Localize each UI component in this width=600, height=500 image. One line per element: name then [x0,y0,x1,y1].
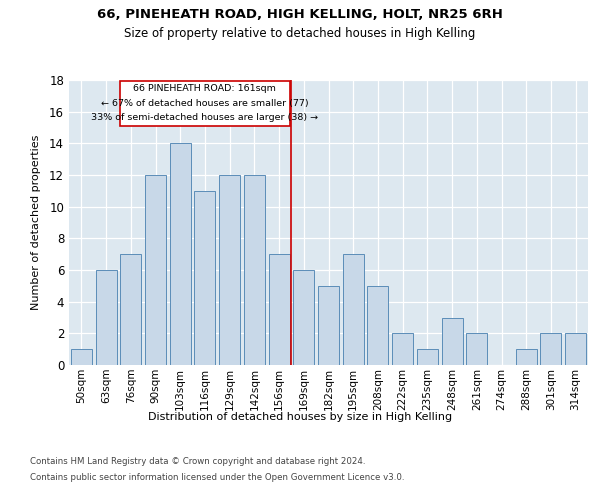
Bar [565,334,586,365]
Bar [293,270,314,365]
Text: Contains HM Land Registry data © Crown copyright and database right 2024.: Contains HM Land Registry data © Crown c… [30,458,365,466]
Bar [95,270,116,365]
Bar [219,175,240,365]
Text: Size of property relative to detached houses in High Kelling: Size of property relative to detached ho… [124,28,476,40]
Bar [343,254,364,365]
FancyBboxPatch shape [119,81,290,126]
Bar [516,349,537,365]
Bar [442,318,463,365]
Text: 66, PINEHEATH ROAD, HIGH KELLING, HOLT, NR25 6RH: 66, PINEHEATH ROAD, HIGH KELLING, HOLT, … [97,8,503,20]
Bar [145,175,166,365]
Bar [170,144,191,365]
Bar [466,334,487,365]
Bar [367,286,388,365]
Text: Contains public sector information licensed under the Open Government Licence v3: Contains public sector information licen… [30,472,404,482]
Bar [244,175,265,365]
Bar [120,254,141,365]
Bar [392,334,413,365]
Text: Distribution of detached houses by size in High Kelling: Distribution of detached houses by size … [148,412,452,422]
Text: 33% of semi-detached houses are larger (38) →: 33% of semi-detached houses are larger (… [91,114,319,122]
Bar [417,349,438,365]
Bar [541,334,562,365]
Y-axis label: Number of detached properties: Number of detached properties [31,135,41,310]
Bar [318,286,339,365]
Bar [194,191,215,365]
Bar [71,349,92,365]
Text: 66 PINEHEATH ROAD: 161sqm: 66 PINEHEATH ROAD: 161sqm [133,84,277,94]
Bar [269,254,290,365]
Text: ← 67% of detached houses are smaller (77): ← 67% of detached houses are smaller (77… [101,99,309,108]
